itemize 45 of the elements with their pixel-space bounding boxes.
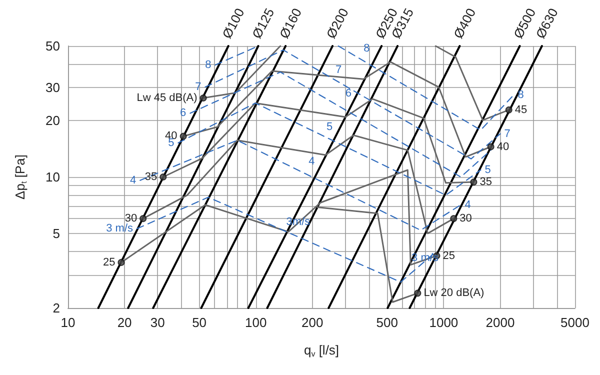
annotation: 8 xyxy=(364,42,370,55)
annotation: 4 xyxy=(464,198,471,211)
annotation: 8 xyxy=(205,58,212,71)
annotation: 35 xyxy=(144,171,158,183)
x-tick-label: 30 xyxy=(150,315,165,330)
text: Ø100 xyxy=(219,6,248,41)
annotation: 30 xyxy=(124,212,138,225)
annotation: 7 xyxy=(504,128,510,140)
annotation: 30 xyxy=(460,212,472,225)
text: Ø125 xyxy=(249,6,278,41)
x-tick-label: 5000 xyxy=(560,315,590,330)
y-axis-title: Δpt [Pa] xyxy=(12,154,28,200)
annotation: 25 xyxy=(442,250,455,262)
x-tick-label: 200 xyxy=(302,315,324,330)
annotation: 8 xyxy=(518,88,524,101)
text: Ø160 xyxy=(276,6,305,41)
x-tick-label: 100 xyxy=(245,315,267,330)
y-tick-label: 30 xyxy=(46,80,60,96)
annotation: 45 xyxy=(514,104,528,116)
text: Ø200 xyxy=(323,6,352,41)
x-tick-label: 2000 xyxy=(486,315,515,330)
x-tick-label: 500 xyxy=(376,315,398,330)
annotation: 4 xyxy=(130,174,136,186)
annotation: 3 m/s xyxy=(106,222,134,235)
annotation: Lw 20 dB(A) xyxy=(424,287,484,300)
y-tick-label: 20 xyxy=(46,113,60,128)
annotation: 5 xyxy=(326,120,333,133)
annotation: 6 xyxy=(345,88,352,100)
text: Ø400 xyxy=(450,6,479,41)
annotation: 7 xyxy=(336,64,342,76)
annotation: 35 xyxy=(480,176,492,188)
annotation: 5 xyxy=(484,164,491,176)
y-tick-label: 2 xyxy=(52,300,60,316)
x-tick-label: 50 xyxy=(192,315,207,330)
y-tick-label: 50 xyxy=(46,38,60,54)
x-tick-label: 1000 xyxy=(429,315,458,330)
annotation: Lw 45 dB(A) xyxy=(136,92,198,104)
annotation: 6 xyxy=(180,107,186,120)
x-tick-label: 20 xyxy=(117,315,132,330)
annotation: 7 xyxy=(195,81,202,94)
annotation: 25 xyxy=(102,256,116,268)
annotation: 4 xyxy=(308,155,315,168)
y-tick-label: 5 xyxy=(52,226,60,241)
y-tick-label: 10 xyxy=(46,170,60,184)
annotation: 40 xyxy=(496,140,510,153)
